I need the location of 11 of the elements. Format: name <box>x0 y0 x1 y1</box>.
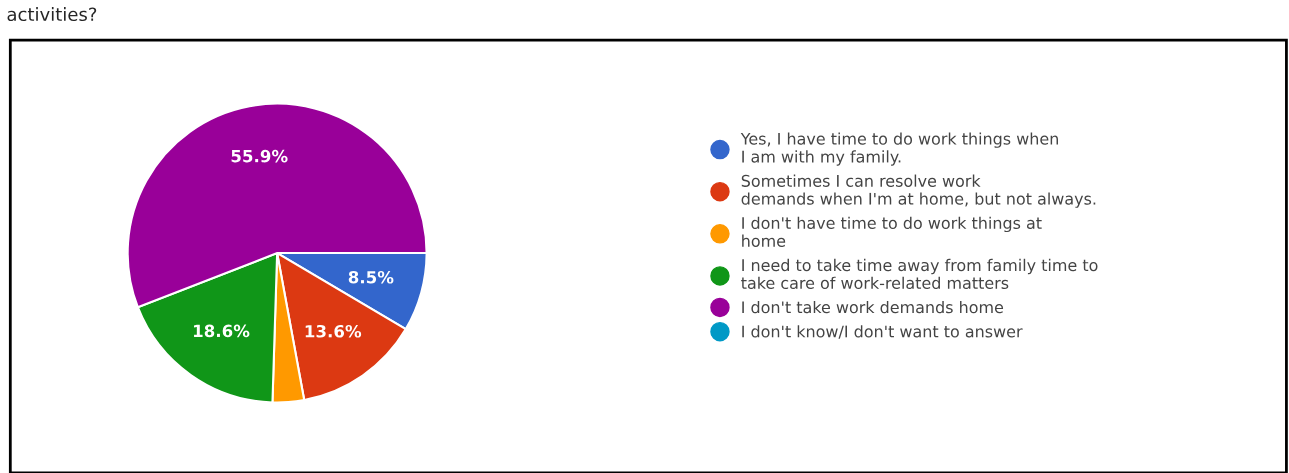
data-label: 55.9% <box>231 149 288 163</box>
legend-label: I don't know/I don't want to answer <box>742 325 1023 339</box>
legend-label: Yes, I have time to do work things when I am with my family. <box>740 132 1058 166</box>
legend-label: I need to take time away from family time to take care of work-related matters <box>741 258 1098 290</box>
legend-label: I don't take work demands home <box>742 300 1004 314</box>
legend-label: I don't have time to do work things at home <box>742 216 1042 247</box>
legend-label: Sometimes I can resolve work demands when I'm at home, but not always. <box>741 174 1096 208</box>
data-label: 18.6% <box>193 324 250 338</box>
data-label: 13.6% <box>305 324 362 338</box>
data-label: 8.5% <box>348 270 394 284</box>
chart-title: activities? <box>7 7 97 22</box>
